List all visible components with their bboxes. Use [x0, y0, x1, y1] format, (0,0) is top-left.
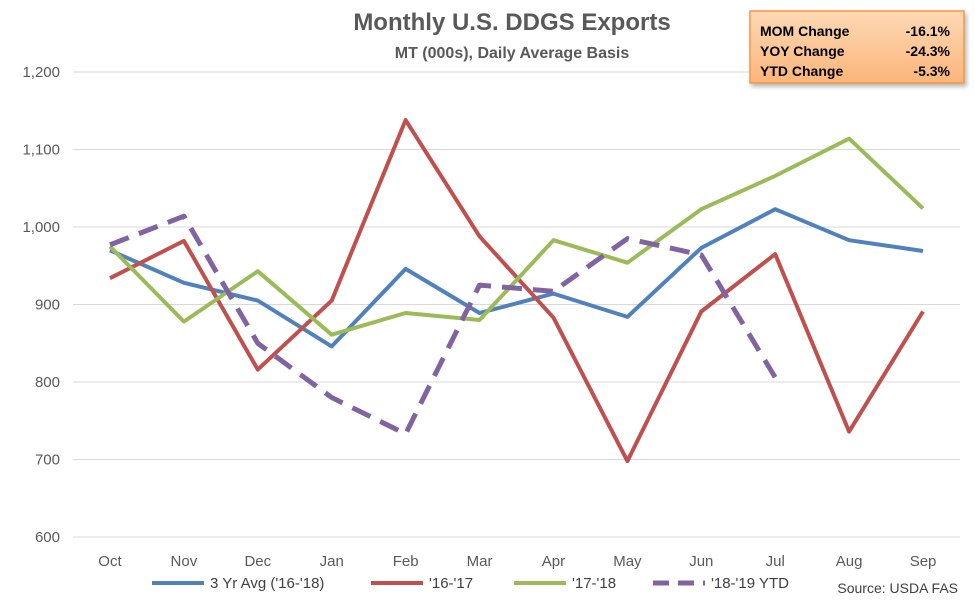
x-tick-label: Aug [836, 553, 863, 570]
x-tick-label: Feb [393, 553, 419, 570]
y-tick-label: 1,200 [22, 64, 60, 81]
x-tick-label: Jul [766, 553, 785, 570]
x-tick-label: Jun [689, 553, 713, 570]
legend-label: '16-'17 [429, 575, 473, 592]
stat-label: YOY Change [760, 43, 845, 59]
series-line-1 [109, 118, 925, 464]
stat-label: MOM Change [760, 23, 850, 39]
chart-subtitle: MT (000s), Daily Average Basis [395, 45, 630, 62]
x-tick-label: Mar [467, 553, 493, 570]
series-line-0 [109, 207, 924, 349]
x-tick-label: Nov [171, 553, 198, 570]
chart-title: Monthly U.S. DDGS Exports [353, 9, 670, 36]
stats-box-background [749, 10, 965, 84]
stat-value: -5.3% [913, 63, 950, 79]
series-line-2 [108, 136, 925, 337]
y-tick-label: 1,100 [22, 142, 60, 159]
x-axis-ticks: Oct Nov Dec Jan Feb Mar Apr May Jun Jul Aug Sep [98, 553, 936, 570]
legend-label: 3 Yr Avg ('16-'18) [210, 575, 324, 592]
stat-value: -24.3% [906, 43, 951, 59]
x-tick-label: Sep [910, 553, 937, 570]
x-tick-label: Dec [244, 553, 271, 570]
y-tick-label: 800 [35, 374, 60, 391]
y-tick-label: 600 [35, 529, 60, 546]
stat-label: YTD Change [760, 63, 843, 79]
y-axis-ticks: 600 700 800 900 1,000 1,100 1,200 [22, 64, 60, 546]
y-tick-label: 900 [35, 297, 60, 314]
legend-label: '18-'19 YTD [711, 575, 789, 592]
legend-label: '17-'18 [572, 575, 616, 592]
x-tick-label: Apr [542, 553, 565, 570]
series-line-3 [109, 213, 778, 437]
plot-area [108, 118, 925, 464]
source-note: Source: USDA FAS [837, 580, 958, 596]
x-tick-label: May [613, 553, 642, 570]
x-tick-label: Jan [320, 553, 344, 570]
y-tick-label: 700 [35, 452, 60, 469]
stats-box: MOM Change -16.1% YOY Change -24.3% YTD Chan… [749, 10, 965, 84]
x-tick-label: Oct [98, 553, 122, 570]
y-tick-label: 1,000 [22, 219, 60, 236]
stat-value: -16.1% [906, 23, 951, 39]
legend: 3 Yr Avg ('16-'18) '16-'17 '17-'18 '18-'19 … [152, 575, 789, 592]
